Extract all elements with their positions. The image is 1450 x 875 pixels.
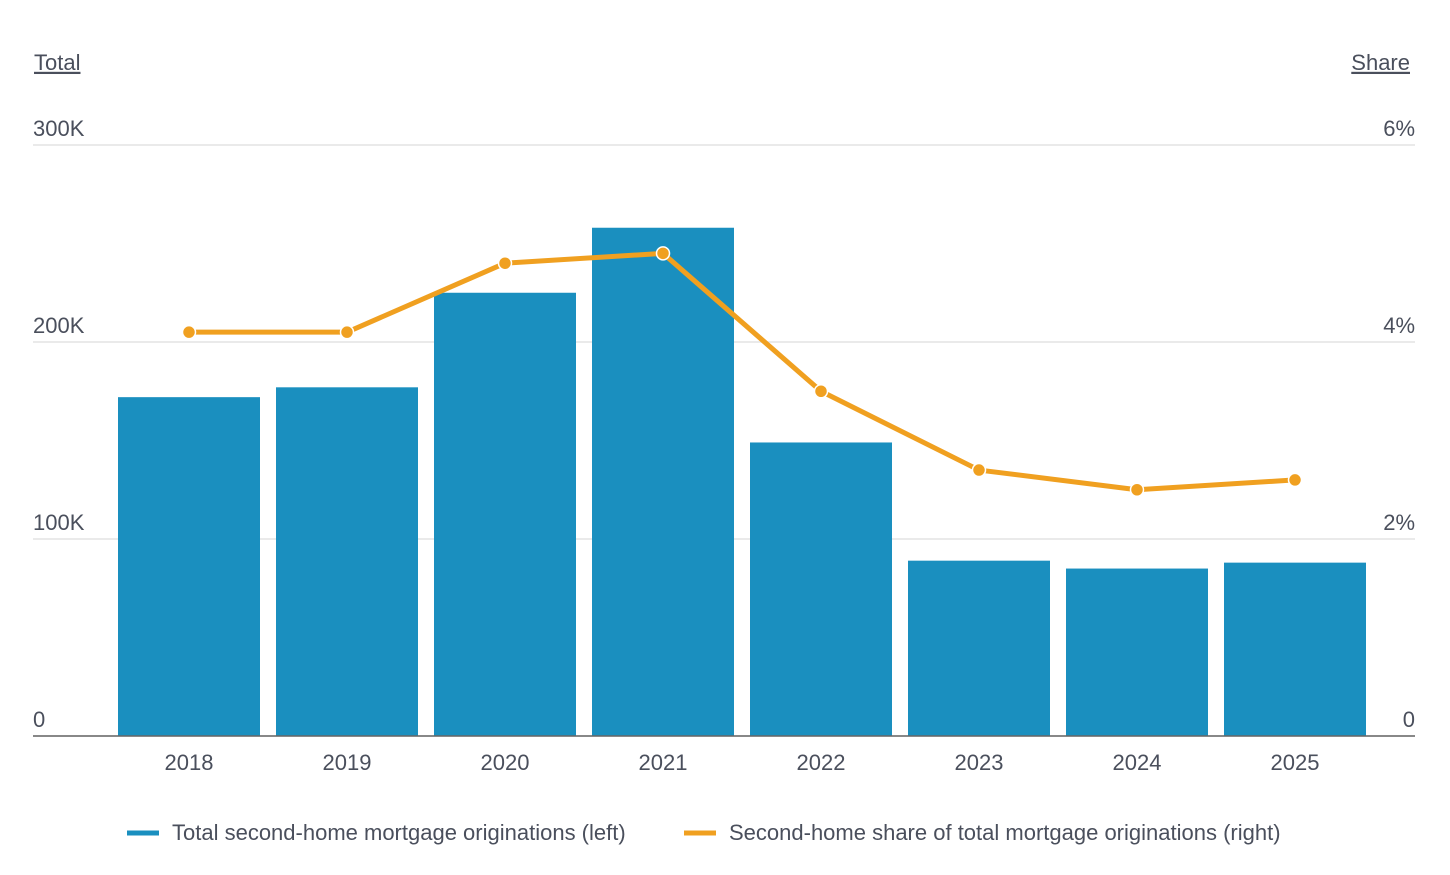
bar: [118, 397, 260, 736]
x-tick-label: 2023: [955, 750, 1004, 775]
point: [497, 255, 513, 271]
legend-label: Total second-home mortgage originations …: [172, 820, 626, 845]
y2-axis-title: Share: [1351, 50, 1410, 75]
y-tick-label: 100K: [33, 510, 85, 535]
y2-tick-label: 0: [1403, 707, 1415, 732]
x-tick-label: 2018: [165, 750, 214, 775]
point: [813, 384, 829, 399]
x-tick-label: 2019: [323, 750, 372, 775]
bar: [750, 442, 892, 736]
point: [339, 324, 355, 340]
y-tick-label: 0: [33, 707, 45, 732]
x-tick-label: 2021: [639, 750, 688, 775]
point: [1129, 482, 1145, 497]
x-tick-label: 2025: [1271, 750, 1320, 775]
bar: [1224, 562, 1366, 736]
point: [1287, 472, 1303, 488]
bar: [908, 560, 1050, 736]
bar: [276, 387, 418, 736]
y2-tick-label: 6%: [1383, 116, 1415, 141]
point: [971, 462, 987, 478]
x-tick-label: 2024: [1113, 750, 1162, 775]
y2-tick-label: 4%: [1383, 313, 1415, 338]
bar: [1066, 568, 1208, 736]
y2-tick-label: 2%: [1383, 510, 1415, 535]
point: [655, 246, 671, 261]
y-tick-label: 200K: [33, 313, 85, 338]
y-axis-title: Total: [34, 50, 80, 75]
x-tick-label: 2022: [797, 750, 846, 775]
x-tick-label: 2020: [481, 750, 530, 775]
bar: [592, 227, 734, 737]
line: [189, 250, 1296, 493]
y-tick-label: 300K: [33, 116, 85, 141]
bar: [434, 292, 576, 736]
point: [181, 324, 197, 340]
legend-label: Second-home share of total mortgage orig…: [729, 820, 1281, 845]
